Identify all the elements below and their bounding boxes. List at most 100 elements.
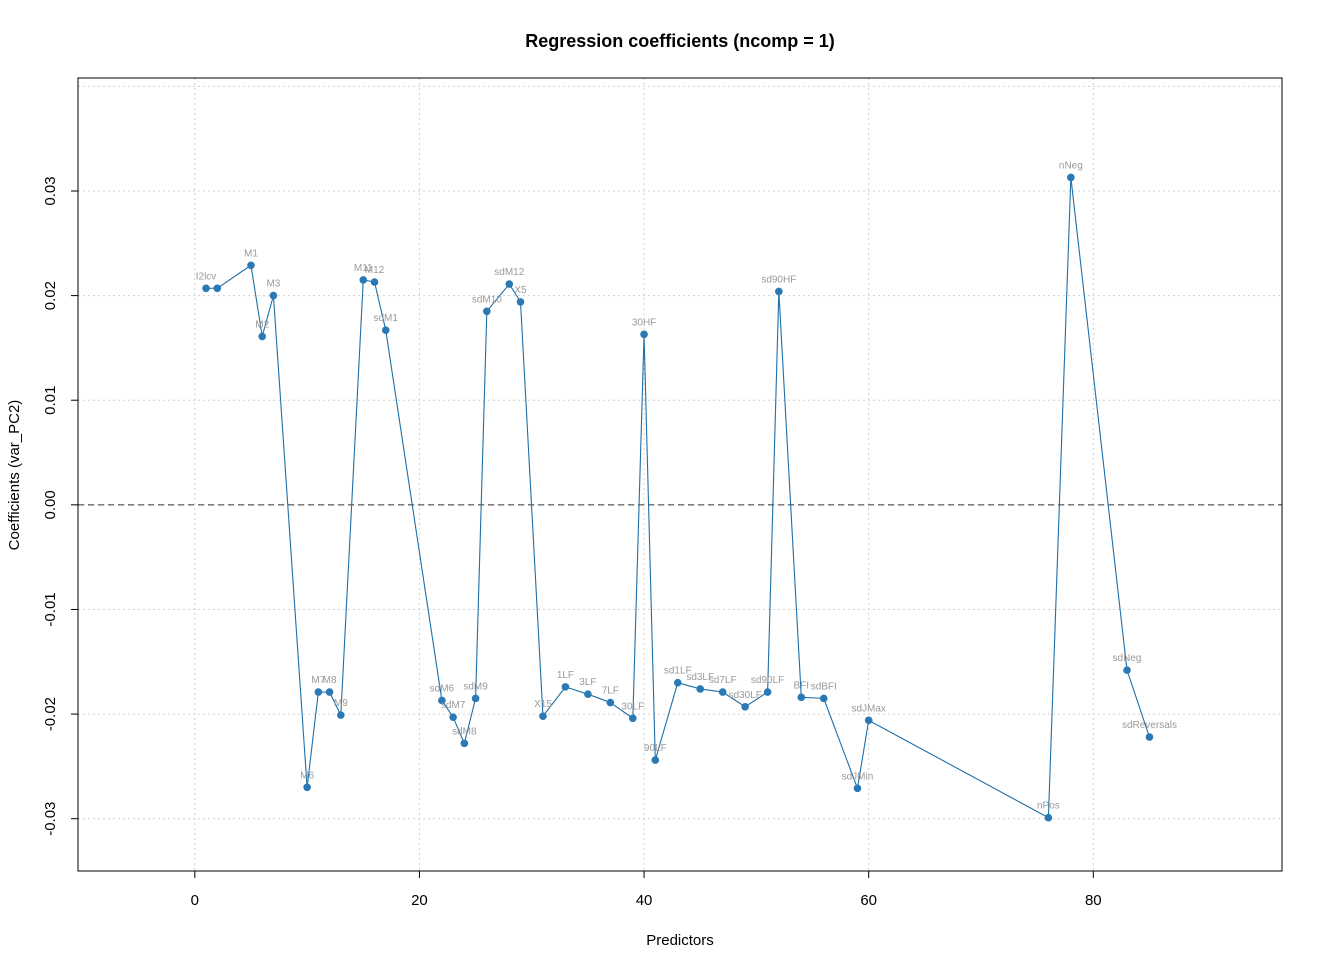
point-label: BFI bbox=[794, 680, 810, 691]
series-segment bbox=[306, 692, 319, 788]
data-point bbox=[797, 693, 806, 702]
data-point bbox=[247, 261, 255, 270]
point-label: 3LF bbox=[579, 677, 596, 688]
series-segment bbox=[610, 702, 634, 719]
data-point bbox=[359, 276, 368, 284]
series-segment bbox=[486, 283, 510, 312]
data-point bbox=[775, 287, 783, 296]
point-label: 7LF bbox=[602, 686, 619, 697]
point-label: sdM10 bbox=[472, 294, 502, 305]
point-label: M11 bbox=[354, 263, 373, 274]
data-point bbox=[258, 332, 266, 341]
y-tick-label: 0.01 bbox=[42, 386, 59, 415]
y-axis: -0.03 -0.02 -0.01 0.00 0.01 0.02 0.03 bbox=[42, 176, 78, 836]
series-segment bbox=[519, 301, 544, 717]
data-point bbox=[213, 284, 222, 293]
data-point bbox=[314, 688, 323, 696]
data-point bbox=[718, 688, 727, 696]
data-point bbox=[337, 711, 345, 719]
point-label: 30LF bbox=[621, 701, 644, 712]
x-axis-label: Predictors bbox=[646, 932, 714, 949]
data-point bbox=[1044, 813, 1053, 822]
point-label: M3 bbox=[266, 279, 280, 290]
series-segment bbox=[565, 686, 589, 695]
point-label: X5 bbox=[514, 285, 527, 296]
point-label: M2 bbox=[255, 319, 269, 330]
point-label: sd7LF bbox=[709, 675, 737, 686]
series-segment bbox=[767, 291, 780, 693]
point-label: M7 bbox=[311, 675, 325, 686]
series-segment bbox=[452, 716, 465, 744]
data-point bbox=[629, 714, 637, 723]
point-label: sdNeg bbox=[1113, 653, 1142, 664]
y-tick-label: 0.00 bbox=[42, 490, 59, 519]
series-segment bbox=[677, 682, 701, 690]
series-segment bbox=[1070, 177, 1128, 671]
series-segment bbox=[587, 693, 611, 704]
point-label: M8 bbox=[323, 675, 337, 686]
point-label: sd30LF bbox=[728, 690, 761, 701]
series-segment bbox=[654, 682, 679, 761]
point-label: sdBFI bbox=[811, 681, 837, 692]
series-segment bbox=[744, 691, 768, 708]
series-segment bbox=[340, 279, 364, 716]
series-segment bbox=[475, 311, 488, 699]
point-label: sd90HF bbox=[761, 274, 796, 285]
x-tick-label: 0 bbox=[191, 892, 199, 909]
series-segment bbox=[261, 295, 274, 337]
data-point bbox=[471, 694, 480, 703]
point-label: sdJMax bbox=[851, 703, 885, 714]
point-label: sdM9 bbox=[463, 681, 488, 692]
series-segment bbox=[250, 265, 263, 337]
data-point bbox=[505, 280, 514, 288]
series-segment bbox=[722, 691, 746, 708]
data-point bbox=[325, 688, 334, 696]
series-segment bbox=[542, 686, 566, 717]
series-segment bbox=[385, 330, 443, 701]
series-segment bbox=[272, 295, 308, 788]
series-segment bbox=[373, 281, 387, 331]
point-label: sdM8 bbox=[452, 726, 477, 737]
series-segment bbox=[1126, 669, 1150, 738]
data-point bbox=[584, 690, 592, 698]
y-tick-label: -0.02 bbox=[42, 697, 59, 731]
point-label: nNeg bbox=[1059, 160, 1083, 171]
data-point bbox=[864, 716, 873, 725]
x-tick-label: 20 bbox=[411, 892, 428, 909]
point-label: 90LF bbox=[644, 743, 667, 754]
data-point bbox=[606, 698, 615, 707]
data-point bbox=[269, 291, 278, 300]
series bbox=[202, 173, 1154, 822]
chart-title: Regression coefficients (ncomp = 1) bbox=[525, 31, 835, 51]
data-point bbox=[1145, 733, 1154, 741]
point-label: sdJMin bbox=[842, 771, 874, 782]
data-point bbox=[483, 307, 491, 316]
plot-frame bbox=[77, 77, 1283, 872]
series-segment bbox=[856, 720, 870, 789]
data-point bbox=[381, 326, 390, 334]
data-point bbox=[460, 739, 469, 748]
x-axis: 0 20 40 60 80 bbox=[191, 870, 1102, 909]
x-tick-label: 60 bbox=[860, 892, 877, 909]
point-label: X15 bbox=[534, 699, 552, 710]
data-point bbox=[303, 783, 311, 792]
point-label: sdReversals bbox=[1122, 720, 1177, 731]
data-point bbox=[651, 756, 660, 764]
point-label: M6 bbox=[300, 770, 314, 781]
series-segment bbox=[216, 264, 252, 289]
point-label: M12 bbox=[365, 265, 385, 276]
point-label: sdM7 bbox=[441, 700, 466, 711]
series-segment bbox=[823, 698, 858, 789]
point-label: sdM6 bbox=[430, 683, 455, 694]
series-segment bbox=[632, 334, 645, 719]
data-point bbox=[561, 683, 570, 691]
data-point bbox=[696, 685, 705, 693]
y-tick-label: 0.03 bbox=[42, 176, 59, 205]
data-point bbox=[370, 278, 379, 286]
data-point bbox=[202, 284, 210, 293]
point-label: sd90LF bbox=[751, 675, 784, 686]
point-label: I2lcv bbox=[196, 271, 217, 282]
point-label: sd1LF bbox=[664, 666, 692, 677]
